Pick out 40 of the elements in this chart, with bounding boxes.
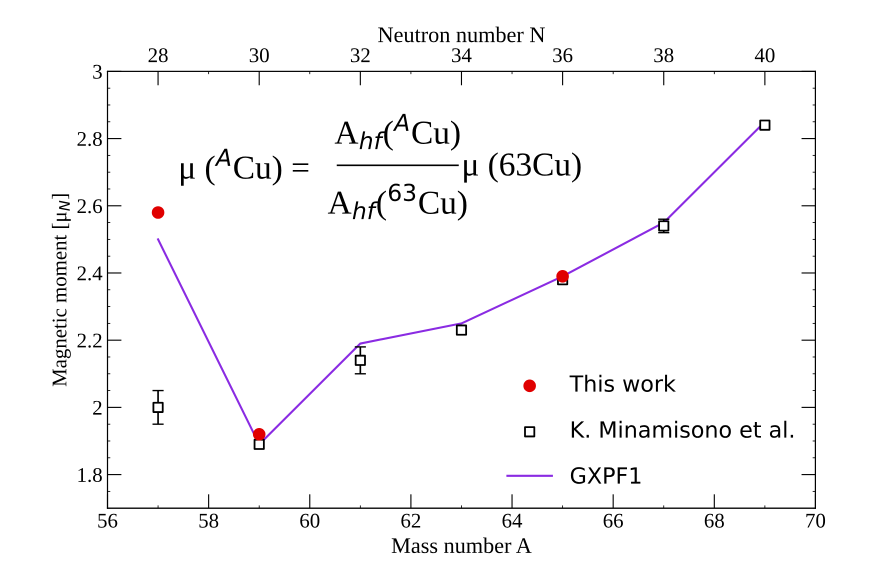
point <box>556 270 569 283</box>
x-tick-label: 68 <box>704 514 724 528</box>
x2-axis-title: Neutron number N <box>378 26 545 42</box>
annotation: A$_{hf}$($^{63}$Cu) <box>328 184 466 221</box>
annotation: A$_{hf}$($^{A}$Cu) <box>334 114 460 151</box>
legend-label: K. Minamisono et al. <box>572 420 794 438</box>
annotation: μ ($^{A}$Cu) = <box>181 148 308 186</box>
y-tick-label: 2.6 <box>78 199 102 214</box>
annotation: μ (63Cu) <box>464 152 581 183</box>
x-tick-label: 56 <box>98 514 118 528</box>
y-axis-title: Magnetic moment [μ$_{N}$] <box>52 194 71 386</box>
y-tick-label: 2.4 <box>78 266 102 281</box>
y-tick-label: 2 <box>93 400 102 415</box>
x-axis-title: Mass number A <box>392 538 532 554</box>
point <box>759 120 770 131</box>
point <box>354 354 366 366</box>
x2-tick-label: 30 <box>250 48 269 62</box>
point <box>254 438 265 450</box>
x-tick-label: 58 <box>199 514 218 528</box>
x2-tick-label: 36 <box>553 48 572 62</box>
x2-tick-label: 38 <box>654 48 674 62</box>
x-tick-label: 66 <box>604 514 623 528</box>
x2-tick-label: 40 <box>754 48 774 62</box>
x2-tick-label: 34 <box>452 48 472 62</box>
point <box>152 402 164 413</box>
y-tick-label: 3 <box>93 64 102 79</box>
y-tick-label: 1.8 <box>78 468 102 482</box>
point <box>456 324 468 336</box>
legend-label: This work <box>570 374 676 392</box>
x-tick-label: 62 <box>401 514 420 528</box>
legend-label: GXPF1 <box>570 467 640 484</box>
y-tick-label: 2.2 <box>78 334 102 348</box>
y-tick-label: 2.8 <box>78 132 102 146</box>
x-tick-label: 70 <box>806 514 826 528</box>
point <box>152 206 164 219</box>
x2-tick-label: 32 <box>350 48 370 62</box>
x-tick-label: 60 <box>300 514 320 528</box>
x2-tick-label: 28 <box>148 48 168 62</box>
point <box>252 428 266 441</box>
x-tick-label: 64 <box>502 514 522 528</box>
